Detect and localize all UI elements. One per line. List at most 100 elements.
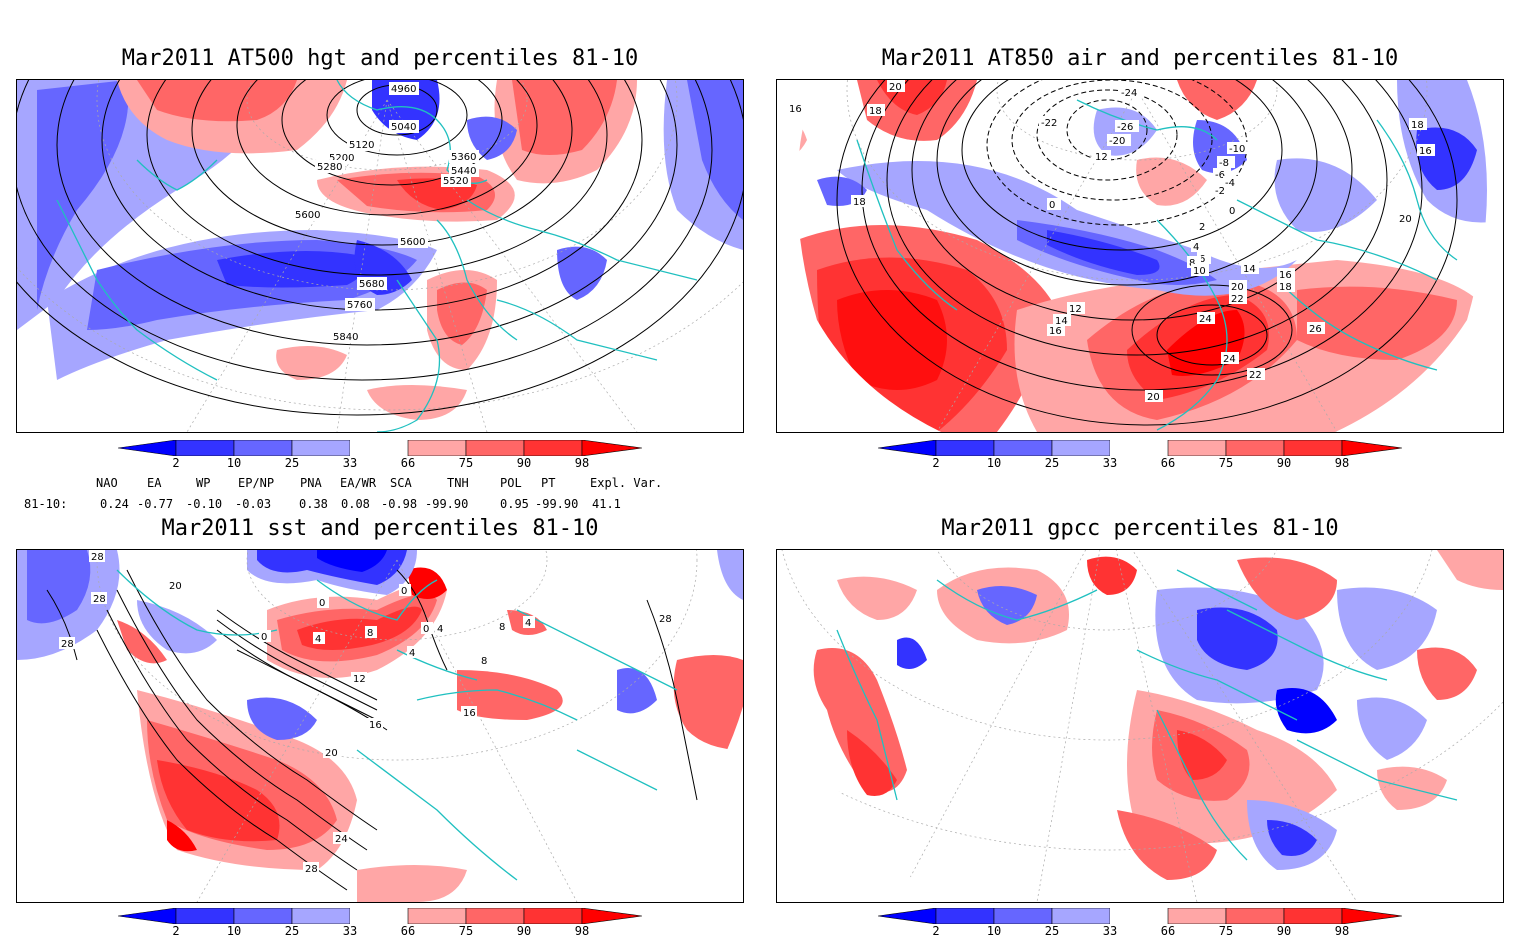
contour-labels: 4960 5040 5120 5200 5280 5360 5440 5520 … [293,82,479,343]
percentile-shading [17,550,743,902]
svg-text:12: 12 [1069,304,1082,315]
colorbar-swatches [877,439,1403,457]
map-gpcc [776,549,1504,903]
svg-text:16: 16 [1049,326,1062,337]
colorbar-label: 10 [986,924,1002,938]
svg-text:28: 28 [61,639,74,650]
svg-text:-20: -20 [1109,136,1125,147]
colorbar-label: 75 [1218,456,1234,470]
svg-text:16: 16 [789,104,802,115]
svg-text:14: 14 [1055,316,1068,327]
svg-text:28: 28 [659,614,672,625]
svg-text:-26: -26 [1117,122,1133,133]
colorbar-label: 25 [284,924,300,938]
index-header: EP/NP [238,476,275,490]
colorbar-label: 90 [516,456,532,470]
colorbar-label: 90 [1276,924,1292,938]
index-value: 0.38 [299,497,328,511]
latlon-grid [96,550,698,902]
colorbar-label: 2 [932,456,940,470]
svg-text:8: 8 [499,622,505,633]
indices-header-row: NAO EA WP EP/NP PNA EA/WR SCA TNH POL PT… [0,476,700,492]
svg-text:-24: -24 [1121,88,1137,99]
colorbar-swatches [117,439,643,457]
colorbar-label: 33 [1102,924,1118,938]
svg-text:24: 24 [1223,354,1236,365]
index-value: -99.90 [535,497,579,511]
svg-text:6: 6 [1199,254,1205,265]
colorbar-label: 98 [574,456,590,470]
map-mask [777,550,1503,902]
svg-text:18: 18 [1279,282,1292,293]
colorbar-label: 75 [458,456,474,470]
colorbar-label: 2 [172,456,180,470]
colorbar-swatches [877,907,1403,925]
svg-text:8: 8 [1189,258,1195,269]
colorbar-label: 25 [1044,456,1060,470]
index-value: 41.1 [592,497,621,511]
svg-text:16: 16 [463,708,476,719]
svg-text:5680: 5680 [359,279,384,290]
svg-text:16: 16 [369,720,382,731]
index-value: 0.24 [100,497,129,511]
index-header: EA [147,476,162,490]
svg-text:16: 16 [1279,270,1292,281]
svg-text:-10: -10 [1229,144,1245,155]
svg-text:4: 4 [437,624,443,635]
index-value: -0.77 [137,497,174,511]
map-sst: 28 20 28 28 0 0 0 4 8 0 4 4 8 12 16 16 2… [16,549,744,903]
colorbar-label: 33 [342,456,358,470]
map-mask [777,80,1503,432]
svg-text:20: 20 [169,581,182,592]
svg-text:0: 0 [1049,200,1055,211]
index-value: 0.08 [341,497,370,511]
colorbar-label: 90 [1276,456,1292,470]
index-value: -0.10 [186,497,223,511]
indices-value-row: 81-10: 0.24 -0.77 -0.10 -0.03 0.38 0.08 … [0,497,700,513]
colorbar-label: 66 [1160,456,1176,470]
coastlines [836,569,1458,861]
index-value: 0.95 [500,497,529,511]
svg-text:20: 20 [889,82,902,93]
coastlines [116,569,678,881]
index-value: -99.90 [425,497,469,511]
colorbar-top-left: 2 10 25 33 66 75 90 98 [117,439,643,474]
colorbar-label: 66 [400,456,416,470]
svg-text:16: 16 [1419,146,1432,157]
svg-text:28: 28 [91,552,104,563]
colorbar-label: 90 [516,924,532,938]
svg-text:5280: 5280 [317,162,342,173]
svg-text:-22: -22 [1041,118,1057,129]
colorbar-label: 33 [342,924,358,938]
svg-text:20: 20 [1399,214,1412,225]
svg-text:8: 8 [367,628,373,639]
height-contours [17,80,743,416]
colorbar-label: 98 [574,924,590,938]
index-header: PNA [300,476,322,490]
index-header: NAO [96,476,118,490]
coastlines [56,80,698,432]
svg-text:24: 24 [1199,314,1212,325]
svg-text:4: 4 [1193,242,1199,253]
svg-text:5840: 5840 [333,332,358,343]
svg-text:5360: 5360 [451,152,476,163]
temp-contours [836,80,1458,426]
svg-text:4960: 4960 [391,84,416,95]
svg-text:8: 8 [481,656,487,667]
svg-text:12: 12 [353,674,366,685]
panel-title-hgt500: Mar2011 AT500 hgt and percentiles 81-10 [121,46,639,71]
panel-title-sst: Mar2011 sst and percentiles 81-10 [161,516,599,541]
svg-text:22: 22 [1249,370,1262,381]
map-mask [17,550,743,902]
colorbar-label: 98 [1334,456,1350,470]
latlon-grid [846,80,1428,432]
contour-labels: 28 20 28 28 0 0 0 4 8 0 4 4 8 12 16 16 2… [59,550,673,875]
index-header: PT [541,476,556,490]
colorbar-label: 25 [284,456,300,470]
svg-text:4: 4 [525,618,531,629]
colorbar-label: 10 [226,456,242,470]
index-header: WP [196,476,211,490]
svg-text:28: 28 [93,594,106,605]
index-value: -0.03 [235,497,272,511]
colorbar-label: 66 [400,924,416,938]
